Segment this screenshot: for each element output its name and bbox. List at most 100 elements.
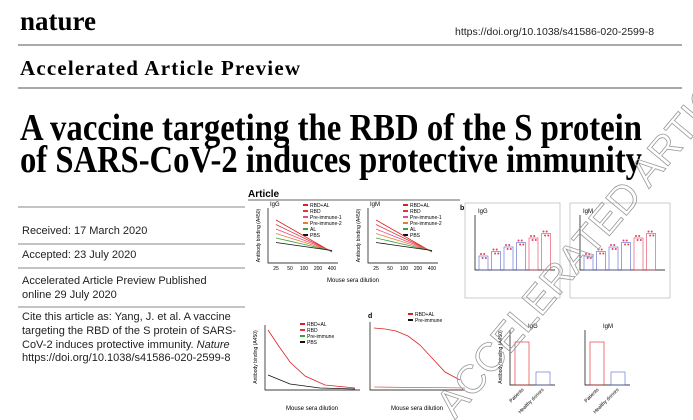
legend-swatch — [403, 222, 408, 224]
curve — [267, 374, 356, 390]
legend-entry: Pre-immune-1 — [310, 215, 342, 221]
dot — [600, 248, 603, 251]
journal-italic: Nature — [197, 339, 230, 351]
legend-entry: RBD — [310, 209, 321, 215]
bar — [608, 246, 619, 271]
bar — [478, 255, 489, 271]
x-tick-label: 200 — [414, 266, 423, 272]
dot — [650, 230, 653, 233]
section: Accelerated Article Preview — [20, 56, 301, 80]
axis — [474, 215, 555, 271]
legend-swatch — [300, 323, 305, 325]
dot — [586, 257, 589, 259]
axis — [264, 325, 360, 391]
x-axis-label: Mouse sera dilution — [327, 278, 379, 284]
dot — [534, 239, 537, 241]
legend-swatch — [403, 210, 408, 212]
x-tick-label: 50 — [387, 266, 393, 272]
legend-entry: RBD+AL — [307, 322, 327, 328]
legend-entry: PBS — [310, 233, 321, 239]
panel-letter: d — [368, 313, 372, 320]
axis — [369, 322, 465, 391]
legend-swatch — [300, 329, 305, 331]
dot — [636, 239, 639, 241]
dot — [652, 234, 655, 237]
bar — [610, 371, 626, 386]
legend-entry: AL — [310, 227, 316, 233]
dot — [484, 257, 487, 259]
x-tick-label: 100 — [400, 266, 409, 272]
citation: Cite this article as: Yang, J. et al. A … — [22, 311, 231, 323]
legend-swatch — [300, 341, 305, 343]
curve — [375, 237, 433, 252]
dot — [497, 252, 500, 255]
legend-swatch — [303, 210, 308, 212]
panel-box — [464, 202, 561, 299]
legend-swatch — [403, 228, 408, 230]
legend-entry: Pre-immune-1 — [410, 215, 442, 221]
x-axis-label: Mouse sera dilution — [391, 406, 443, 412]
dot — [638, 235, 641, 237]
published: online 29 July 2020 — [22, 289, 117, 301]
y-axis-label: Antibody binding (A450) — [256, 208, 262, 262]
legend-swatch — [303, 234, 308, 236]
dot — [585, 253, 587, 255]
legend-entry: RBD+AL — [310, 203, 330, 209]
x-axis-label: Mouse sera dilution — [286, 406, 338, 412]
panel-title: IgM — [603, 324, 613, 330]
dot — [635, 235, 637, 237]
dot — [599, 252, 602, 255]
legend-swatch — [303, 222, 308, 224]
legend-entry: Pre-immune-2 — [410, 221, 442, 227]
dot — [495, 248, 498, 251]
curve — [373, 386, 466, 389]
dot — [519, 243, 522, 246]
panel-box — [569, 202, 671, 299]
dot — [547, 234, 550, 237]
legend-swatch — [403, 204, 408, 206]
bar — [633, 237, 644, 271]
citation: https://doi.org/10.1038/s41586-020-2599-… — [22, 352, 231, 364]
dot — [480, 253, 482, 255]
bar — [491, 251, 501, 271]
y-axis-label: Antibody binding (A450) — [498, 330, 504, 384]
bar — [646, 233, 656, 271]
bar — [503, 246, 514, 271]
dot — [531, 239, 534, 241]
citation-text: CoV-2 induces protective immunity. — [22, 339, 197, 351]
figure-label: Article — [248, 189, 280, 200]
curve — [275, 242, 333, 251]
dot — [530, 235, 532, 237]
published: Accelerated Article Preview Published — [22, 275, 207, 287]
curve — [375, 219, 433, 253]
curve — [267, 329, 356, 389]
dot — [481, 257, 484, 259]
axis — [367, 208, 438, 264]
dot — [610, 244, 612, 246]
legend-entry: PBS — [307, 340, 318, 346]
bar — [514, 341, 530, 386]
x-tick-label: 100 — [300, 266, 309, 272]
dot — [508, 244, 511, 246]
curve — [275, 228, 333, 252]
x-tick-label: 25 — [373, 266, 379, 272]
legend-entry: Pre-immune-2 — [310, 221, 342, 227]
journal-name: nature — [20, 6, 96, 36]
citation: CoV-2 induces protective immunity. Natur… — [22, 339, 230, 351]
dot — [505, 244, 507, 246]
panel-title: IgG — [528, 324, 538, 330]
panel-letter: b — [460, 205, 464, 212]
legend-swatch — [408, 319, 413, 321]
bar — [621, 242, 631, 271]
dot — [506, 248, 509, 250]
dot — [624, 243, 627, 246]
dot — [542, 230, 545, 233]
legend-entry: RBD — [307, 328, 318, 334]
curve — [275, 237, 333, 252]
legend-swatch — [403, 216, 408, 218]
curve — [275, 219, 333, 253]
x-tick-label: 200 — [314, 266, 323, 272]
curve — [375, 233, 433, 252]
dot — [509, 248, 512, 250]
